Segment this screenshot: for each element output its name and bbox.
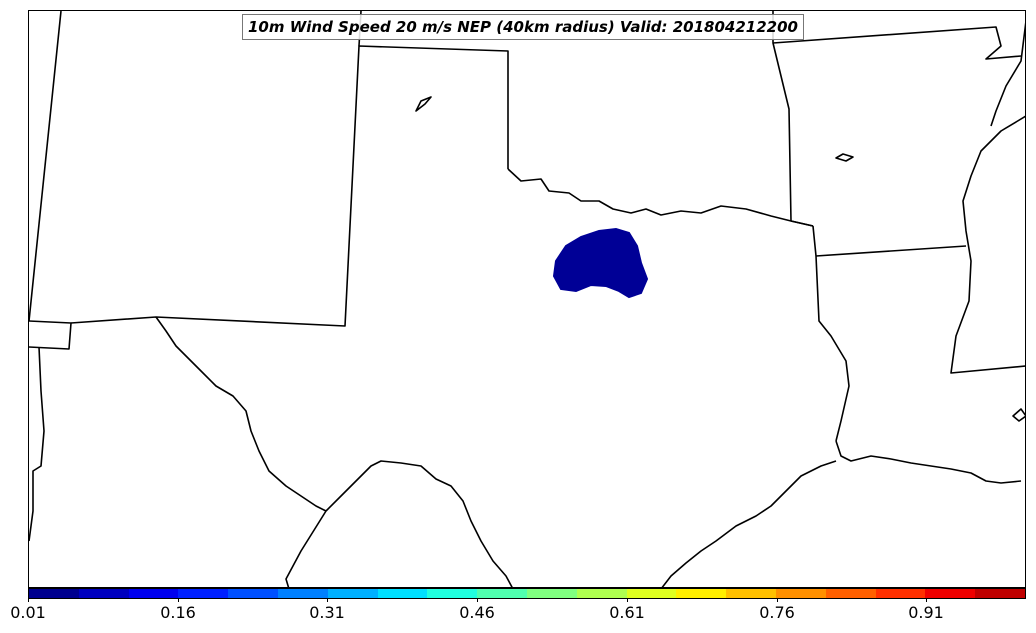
state-boundary-ks-mo (772, 26, 1022, 60)
mississippi-river-north (990, 22, 1025, 127)
mexico-border-west (285, 510, 327, 587)
colorbar-tick-label: 0.16 (160, 603, 196, 622)
coast-island (1012, 408, 1025, 422)
colorbar-segment (676, 589, 727, 598)
red-river (507, 168, 814, 227)
colorbar-segment (975, 589, 1025, 598)
colorbar-segment (477, 589, 527, 598)
colorbar-segment (78, 589, 129, 598)
colorbar-tick-label: 0.61 (609, 603, 645, 622)
gulf-coast-lower (661, 460, 837, 587)
rio-grande-west (155, 316, 327, 512)
colorbar-tick-mark (477, 598, 478, 602)
colorbar-segment (128, 589, 179, 598)
state-boundary-ar-mo (790, 220, 814, 227)
texas-big-bend (325, 460, 513, 587)
lake-feature-ne (835, 153, 854, 162)
colorbar-segment (576, 589, 627, 598)
colorbar-segment (327, 589, 378, 598)
colorbar-tick-label: 0.01 (10, 603, 46, 622)
nep-probability-area (552, 227, 649, 299)
colorbar-segment (726, 589, 776, 598)
state-boundary-ar-la (815, 245, 967, 257)
gulf-coast-texas (835, 440, 1022, 484)
map-title: 10m Wind Speed 20 m/s NEP (40km radius) … (242, 14, 804, 40)
state-boundary-tx-la (812, 225, 850, 442)
colorbar-segment (526, 589, 577, 598)
colorbar-tick-mark (28, 598, 29, 602)
colorbar-segment (377, 589, 428, 598)
colorbar-tick-mark (926, 598, 927, 602)
colorbar-segment (626, 589, 677, 598)
colorbar-segment (875, 589, 926, 598)
state-boundary-nm-west (29, 11, 62, 322)
colorbar-segment (825, 589, 876, 598)
colorbar-tick-label: 0.76 (759, 603, 795, 622)
colorbar-segment (925, 589, 976, 598)
map-canvas (29, 11, 1025, 587)
colorbar-tick-label: 0.46 (459, 603, 495, 622)
map-frame (28, 10, 1026, 588)
colorbar-tick-mark (777, 598, 778, 602)
colorbar (28, 588, 1026, 599)
colorbar-segment (427, 589, 478, 598)
mississippi-river (950, 115, 1025, 374)
state-boundary-nm-tx (70, 45, 509, 327)
colorbar-segment (178, 589, 229, 598)
colorbar-segment (775, 589, 826, 598)
state-boundary-co-nm (29, 320, 72, 350)
colorbar-tick-label: 0.31 (309, 603, 345, 622)
colorbar-tick-mark (627, 598, 628, 602)
lake-feature-panhandle (415, 96, 432, 112)
colorbar-tick-mark (178, 598, 179, 602)
colorbar-segment (29, 589, 79, 598)
colorbar-segment (228, 589, 278, 598)
nm-west-border (29, 346, 45, 542)
colorbar-segment (277, 589, 328, 598)
colorbar-tick-label: 0.91 (908, 603, 944, 622)
colorbar-tick-mark (327, 598, 328, 602)
